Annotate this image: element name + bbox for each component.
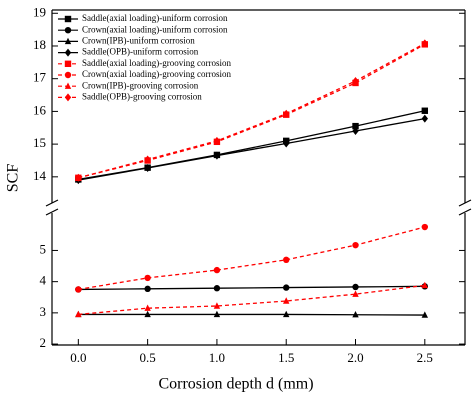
legend-marker <box>64 37 72 45</box>
y-tick-label: 18 <box>33 37 46 52</box>
series-line <box>78 43 426 179</box>
marker <box>352 127 359 136</box>
legend-marker <box>64 15 72 23</box>
y-tick-label: 15 <box>33 135 46 150</box>
legend-marker <box>64 93 72 102</box>
marker <box>421 114 429 123</box>
y-tick-label: 2 <box>40 335 47 350</box>
marker <box>283 109 290 118</box>
x-tick-label: 1.0 <box>209 350 225 365</box>
legend-label: Saddle(OPB)-grooving corrosion <box>82 91 202 101</box>
series <box>75 114 429 185</box>
marker <box>421 223 429 231</box>
legend-label: Crown(IPB)-grooving corrosion <box>82 80 199 90</box>
marker <box>352 241 359 249</box>
series-line <box>78 42 426 179</box>
marker <box>421 281 429 289</box>
x-tick-label: 2.5 <box>417 350 433 365</box>
marker <box>213 302 221 309</box>
legend-label: Crown(axial loading)-uniform corrosion <box>82 24 228 34</box>
y-tick-label: 3 <box>40 304 47 319</box>
series <box>75 39 429 182</box>
axis-frame <box>45 9 472 346</box>
marker <box>144 155 151 164</box>
marker <box>213 136 221 145</box>
legend-marker <box>64 71 72 79</box>
x-tick-label: 2.0 <box>347 350 363 365</box>
legend-label: Saddle(OPB)-uniform corrosion <box>82 47 199 57</box>
marker <box>421 311 429 318</box>
y-tick-label: 16 <box>33 102 47 117</box>
y-tick-label: 4 <box>40 273 47 288</box>
marker <box>352 76 359 85</box>
series-line <box>78 110 425 181</box>
marker <box>144 163 151 172</box>
marker <box>283 310 290 318</box>
series-line <box>78 313 425 316</box>
marker <box>283 256 290 264</box>
marker <box>213 151 221 160</box>
legend-label: Crown(axial loading)-grooving corrosion <box>82 69 231 79</box>
legend-label: Crown(IPB)-uniform corrosion <box>82 35 195 45</box>
x-axis-label: Corrosion depth d (mm) <box>158 376 313 393</box>
marker <box>144 274 151 282</box>
marker <box>352 290 359 297</box>
marker <box>213 266 221 274</box>
marker <box>144 310 151 318</box>
marker <box>283 139 290 148</box>
series-line <box>78 117 425 181</box>
y-tick-label: 5 <box>40 241 47 256</box>
legend: Saddle(axial loading)-uniform corrosionC… <box>58 13 231 101</box>
marker <box>213 310 221 318</box>
marker <box>144 304 151 311</box>
series-line <box>78 285 425 291</box>
series <box>75 223 429 293</box>
legend-label: Saddle(axial loading)-uniform corrosion <box>82 13 228 23</box>
y-tick-label: 14 <box>33 168 47 183</box>
legend-label: Saddle(axial loading)-grooving corrosion <box>82 58 231 68</box>
marker <box>75 286 82 293</box>
marker <box>75 173 82 182</box>
marker <box>283 284 290 291</box>
x-tick-label: 0.5 <box>140 350 156 365</box>
marker <box>352 283 359 291</box>
marker <box>144 285 151 293</box>
marker <box>352 122 359 130</box>
y-axis-label: SCF <box>5 164 22 193</box>
y-tick-label: 17 <box>33 70 47 85</box>
x-tick-label: 1.5 <box>278 350 294 365</box>
x-tick-label: 0.0 <box>70 350 86 365</box>
marker <box>421 107 429 114</box>
legend-marker <box>64 27 72 34</box>
legend-marker <box>64 60 72 67</box>
marker <box>421 39 429 48</box>
marker <box>283 297 290 304</box>
series-line <box>78 226 425 291</box>
legend-marker <box>64 48 72 57</box>
legend-marker <box>64 82 72 89</box>
marker <box>75 310 82 318</box>
y-tick-label: 19 <box>33 4 46 19</box>
series-line <box>78 284 425 316</box>
series <box>75 281 429 318</box>
marker <box>352 311 359 318</box>
series <box>75 310 429 318</box>
marker <box>213 285 221 292</box>
